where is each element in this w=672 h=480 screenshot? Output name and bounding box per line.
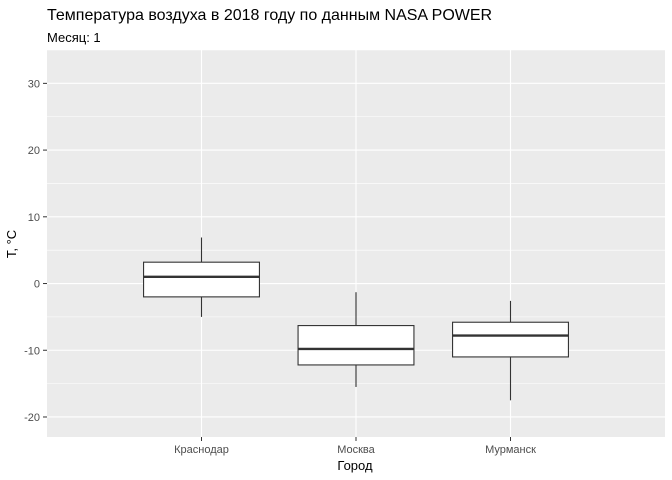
y-tick-label: 20 bbox=[28, 145, 40, 157]
x-tick-label: Москва bbox=[337, 444, 375, 456]
box-1 bbox=[143, 237, 260, 317]
chart-subtitle: Месяц: 1 bbox=[47, 30, 101, 45]
box-series bbox=[143, 237, 569, 401]
y-axis-title: T, °C bbox=[4, 230, 19, 258]
y-tick-label: -10 bbox=[24, 345, 40, 357]
chart-title: Температура воздуха в 2018 году по данны… bbox=[47, 7, 492, 24]
box-iqr bbox=[452, 321, 569, 358]
box-iqr bbox=[297, 325, 415, 366]
box-2 bbox=[297, 292, 415, 387]
x-axis-title: Город bbox=[337, 458, 373, 473]
x-axis: Краснодар Москва Мурманск bbox=[174, 437, 536, 456]
y-tick-label: 10 bbox=[28, 212, 40, 224]
box-3 bbox=[452, 300, 569, 401]
box-iqr bbox=[143, 261, 260, 298]
y-axis: -20 -10 0 10 20 30 bbox=[24, 78, 47, 424]
y-tick-label: 30 bbox=[28, 78, 40, 90]
y-tick-label: -20 bbox=[24, 412, 40, 424]
x-tick-label: Мурманск bbox=[485, 444, 536, 456]
x-tick-label: Краснодар bbox=[174, 444, 229, 456]
y-tick-label: 0 bbox=[34, 279, 40, 291]
